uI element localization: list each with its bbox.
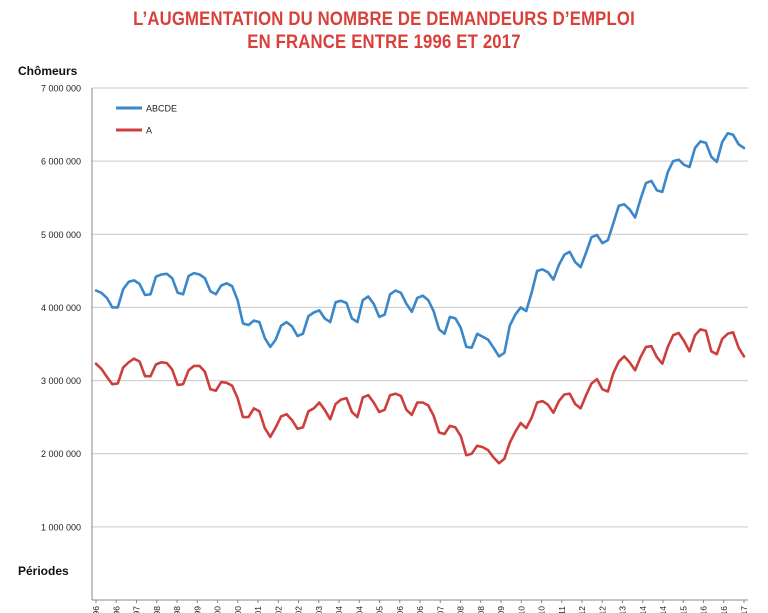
x-tick-label: janv.-16	[699, 606, 709, 613]
x-tick-label: mai-09	[496, 606, 506, 613]
x-tick-label: sept.-12	[597, 606, 607, 613]
x-tick-label: janv.-08	[456, 606, 466, 613]
y-tick-label: 3 000 000	[41, 376, 81, 386]
x-tick-label: sept.-04	[354, 606, 364, 613]
x-tick-label: janv.-14	[638, 606, 648, 613]
x-tick-label: mai-01	[253, 606, 263, 613]
x-tick-label: mai-17	[739, 606, 749, 613]
x-tick-label: janv.-00	[213, 606, 223, 613]
x-tick-label: mai-05	[375, 606, 385, 613]
x-tick-label: mai-97	[132, 606, 142, 613]
x-tick-label: janv.-02	[273, 606, 283, 613]
x-tick-label: sept.-08	[476, 606, 486, 613]
y-tick-label: 1 000 000	[41, 522, 81, 532]
x-tick-label: sept.-06	[415, 606, 425, 613]
series-line-a	[94, 328, 746, 465]
x-tick-label: mai-99	[192, 606, 202, 613]
x-tick-label: janv.-04	[334, 606, 344, 613]
x-tick-label: janv.-10	[516, 606, 526, 613]
chart-title-line2: EN FRANCE ENTRE 1996 ET 2017	[247, 32, 521, 53]
x-tick-label: mai-13	[618, 606, 628, 613]
x-axis-label: Périodes	[18, 564, 69, 578]
y-tick-label: 7 000 000	[41, 84, 81, 94]
x-tick-label: sept.-00	[233, 606, 243, 613]
x-tick-label: mai-15	[678, 606, 688, 613]
x-tick-label: sept.-96	[111, 606, 121, 613]
x-tick-label: mai-07	[435, 606, 445, 613]
series-line-abcde	[94, 132, 746, 358]
x-tick-label: sept.-02	[294, 606, 304, 613]
x-tick-label: sept.-98	[172, 606, 182, 613]
y-axis-label: Chômeurs	[18, 64, 78, 78]
y-tick-label: 5 000 000	[41, 230, 81, 240]
legend-label: A	[146, 126, 152, 136]
chart-title: L’AUGMENTATION DU NOMBRE DE DEMANDEURS D…	[0, 8, 768, 54]
y-tick-label: 6 000 000	[41, 157, 81, 167]
y-tick-label: 4 000 000	[41, 303, 81, 313]
y-tick-label: 2 000 000	[41, 449, 81, 459]
x-tick-label: janv.-12	[577, 606, 587, 613]
x-tick-label: janv.-98	[152, 606, 162, 613]
chart-title-line1: L’AUGMENTATION DU NOMBRE DE DEMANDEURS D…	[133, 9, 635, 30]
x-tick-label: janv.-06	[395, 606, 405, 613]
x-tick-label: sept.-16	[719, 606, 729, 613]
x-tick-label: sept.-10	[537, 606, 547, 613]
x-tick-label: mai-11	[557, 606, 567, 613]
legend-label: ABCDE	[146, 104, 177, 114]
x-tick-label: janv.-96	[91, 606, 101, 613]
x-tick-label: sept.-14	[658, 606, 668, 613]
x-tick-label: mai-03	[314, 606, 324, 613]
